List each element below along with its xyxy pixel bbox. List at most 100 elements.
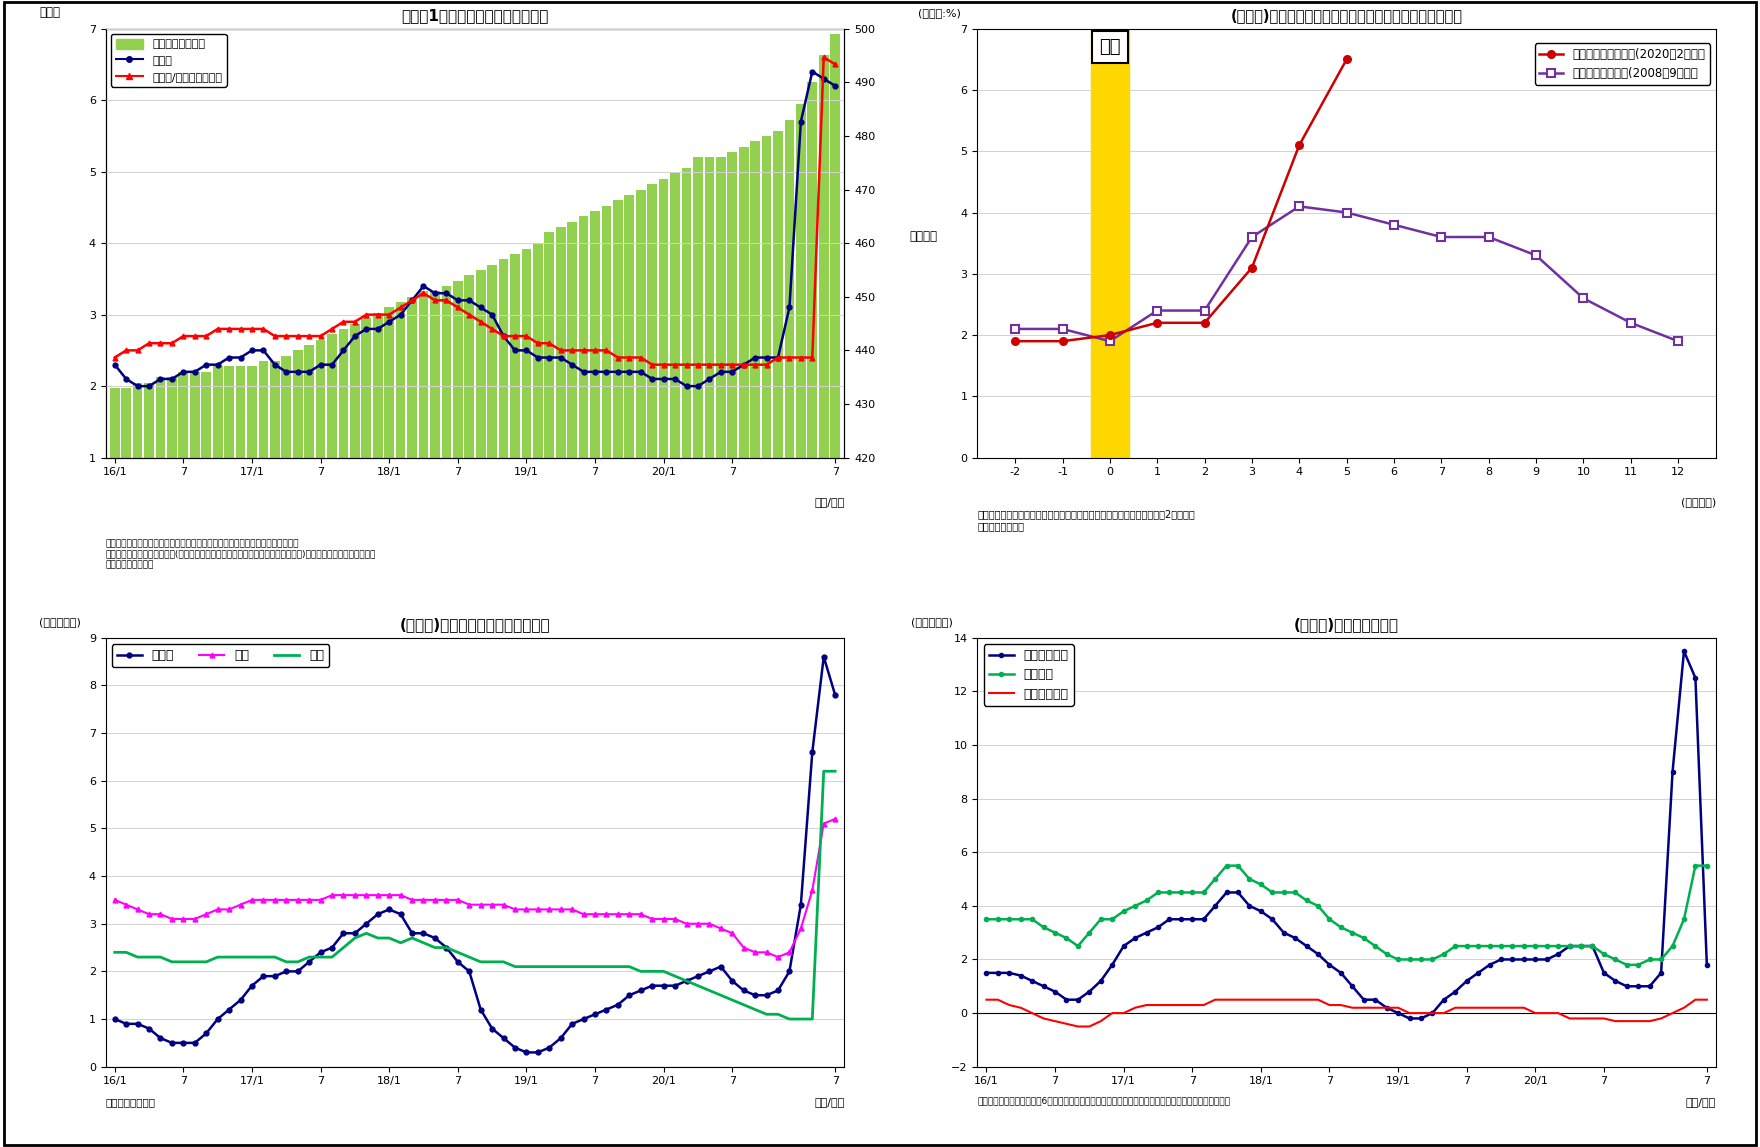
都銀等 xyxy=(574,1012,595,1025)
Bar xyxy=(671,173,679,1147)
Bar xyxy=(785,119,794,1147)
信金 xyxy=(780,1012,801,1025)
信金 xyxy=(825,764,847,778)
新型コロナショック(2020年2月）後 xyxy=(1005,334,1026,348)
Bar xyxy=(155,377,165,1147)
大・中堅企業 xyxy=(1399,1012,1420,1025)
地銀 xyxy=(505,903,526,916)
地銀 xyxy=(195,907,216,921)
都銀等 xyxy=(195,1027,216,1040)
Bar xyxy=(109,388,120,1147)
Bar xyxy=(452,281,463,1147)
信金 xyxy=(813,764,834,778)
リーマンショック(2008年9月）後 xyxy=(1431,231,1452,244)
リーマンショック(2008年9月）後 xyxy=(1621,315,1642,329)
Bar xyxy=(224,366,234,1147)
地方公共団体 xyxy=(975,993,996,1007)
信金 xyxy=(561,960,583,974)
地方公共団体 xyxy=(1445,1001,1466,1015)
Bar xyxy=(831,34,840,1147)
中小企業 xyxy=(1387,953,1408,967)
リーマンショック(2008年9月）後 xyxy=(1005,322,1026,336)
地方公共団体 xyxy=(1079,1020,1100,1033)
Bar xyxy=(292,350,303,1147)
Bar xyxy=(1091,29,1128,458)
リーマンショック(2008年9月）後 xyxy=(1148,304,1169,318)
Line: リーマンショック(2008年9月）後: リーマンショック(2008年9月）後 xyxy=(1012,203,1683,345)
Text: （注）新型コロナショックは、世界的に感染が拡大し、株価が急落した2月とした
（資料）日本銀行: （注）新型コロナショックは、世界的に感染が拡大し、株価が急落した2月とした （資… xyxy=(977,509,1195,531)
地銀 xyxy=(825,812,847,826)
地銀 xyxy=(767,950,788,963)
Line: 地銀: 地銀 xyxy=(113,817,838,960)
Bar xyxy=(259,361,268,1147)
Title: (図表４)貸出先別貸出金: (図表４)貸出先別貸出金 xyxy=(1294,617,1399,632)
新型コロナショック(2020年2月）後 xyxy=(1336,53,1357,67)
大・中堅企業 xyxy=(1445,985,1466,999)
Title: (図表２)リーマンショック・コロナショック後の銀行貸出: (図表２)リーマンショック・コロナショック後の銀行貸出 xyxy=(1230,8,1463,23)
Bar xyxy=(282,356,290,1147)
Bar xyxy=(327,334,336,1147)
Line: 新型コロナショック(2020年2月）後: 新型コロナショック(2020年2月）後 xyxy=(1012,55,1350,345)
大・中堅企業 xyxy=(1272,926,1294,939)
中小企業 xyxy=(975,912,996,926)
Text: （注）特殊要因調整後は、為替変動・債権償却・流動化等の影響を考慮したもの
　特殊要因調整後の前年比＝(今月の調整後貸出残高－前年同月の調整前貸出残高)／前年同月: （注）特殊要因調整後は、為替変動・債権償却・流動化等の影響を考慮したもの 特殊要… xyxy=(106,539,377,569)
リーマンショック(2008年9月）後 xyxy=(1526,249,1547,263)
Bar xyxy=(475,270,486,1147)
地方公共団体 xyxy=(1456,1001,1477,1015)
中小企業 xyxy=(1445,939,1466,953)
地方公共団体 xyxy=(1697,993,1718,1007)
都銀等 xyxy=(104,1012,125,1025)
大・中堅企業 xyxy=(1331,966,1352,980)
Bar xyxy=(648,185,656,1147)
Text: （％）: （％） xyxy=(39,6,60,18)
Bar xyxy=(796,103,806,1147)
Text: (前年比、％): (前年比、％) xyxy=(39,617,81,627)
Text: （年/月）: （年/月） xyxy=(815,497,845,507)
Bar xyxy=(304,345,313,1147)
Bar xyxy=(739,147,748,1147)
大・中堅企業 xyxy=(1674,645,1695,658)
Bar xyxy=(635,189,646,1147)
大・中堅企業 xyxy=(1067,993,1088,1007)
地銀 xyxy=(459,898,480,912)
新型コロナショック(2020年2月）後 xyxy=(1241,260,1262,274)
Bar xyxy=(384,307,394,1147)
Bar xyxy=(704,157,715,1147)
Bar xyxy=(579,217,588,1147)
都銀等 xyxy=(813,650,834,664)
Line: 中小企業: 中小企業 xyxy=(984,864,1709,967)
リーマンショック(2008年9月）後 xyxy=(1100,334,1121,348)
信金 xyxy=(195,955,216,969)
Bar xyxy=(201,372,211,1147)
Bar xyxy=(246,366,257,1147)
大・中堅企業 xyxy=(1456,974,1477,988)
Bar xyxy=(144,383,153,1147)
Text: （資料）日本銀行　（注）6月分まで（末残ベース）、大・中堅企業は「法人」－「中小企業」にて算出: （資料）日本銀行 （注）6月分まで（末残ベース）、大・中堅企業は「法人」－「中小… xyxy=(977,1097,1230,1106)
信金 xyxy=(104,945,125,959)
Bar xyxy=(808,83,817,1147)
リーマンショック(2008年9月）後 xyxy=(1336,205,1357,219)
信金 xyxy=(459,950,480,963)
地銀 xyxy=(561,903,583,916)
Bar xyxy=(498,259,509,1147)
大・中堅企業 xyxy=(1376,1001,1397,1015)
Bar xyxy=(350,323,359,1147)
Bar xyxy=(465,275,473,1147)
リーマンショック(2008年9月）後 xyxy=(1383,218,1404,232)
新型コロナショック(2020年2月）後 xyxy=(1148,315,1169,329)
リーマンショック(2008年9月）後 xyxy=(1667,334,1688,348)
リーマンショック(2008年9月）後 xyxy=(1573,291,1595,305)
Bar xyxy=(178,372,188,1147)
Text: (前年比、％): (前年比、％) xyxy=(912,617,952,627)
Bar xyxy=(361,318,371,1147)
Legend: 大・中堅企業, 中小企業, 地方公共団体: 大・中堅企業, 中小企業, 地方公共団体 xyxy=(984,643,1074,705)
Bar xyxy=(236,366,245,1147)
Bar xyxy=(590,211,600,1147)
地方公共団体 xyxy=(1067,1020,1088,1033)
Bar xyxy=(213,366,222,1147)
Text: （資料）日本銀行: （資料）日本銀行 xyxy=(106,1097,155,1107)
Text: (経過月数): (経過月数) xyxy=(1681,497,1716,507)
新型コロナショック(2020年2月）後 xyxy=(1193,315,1214,329)
Bar xyxy=(442,286,451,1147)
リーマンショック(2008年9月）後 xyxy=(1288,200,1309,213)
